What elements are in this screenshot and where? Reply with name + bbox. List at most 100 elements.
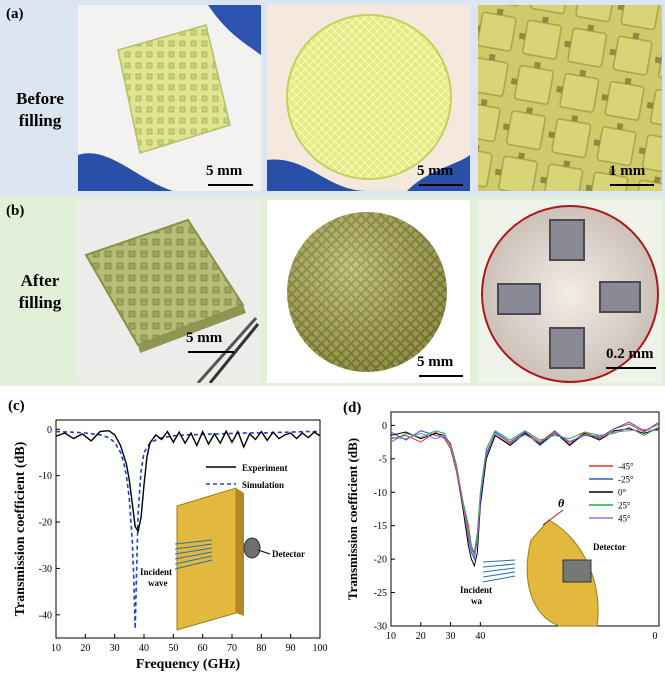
y-tick-label: -25 xyxy=(374,588,387,599)
y-tick-label: -30 xyxy=(39,564,52,575)
legend-label: 0° xyxy=(618,488,627,498)
photo-microscope-after: 0.2 mm xyxy=(478,200,662,383)
y-axis-label: Transmission coefficient (dB) xyxy=(13,441,28,616)
row-label-line2: filling xyxy=(18,111,62,130)
photo-microscope-before: 1 mm xyxy=(478,5,662,191)
x-tick-label-edge: 0 xyxy=(653,631,658,642)
legend-label: -45° xyxy=(618,462,634,472)
plot-frame xyxy=(55,419,321,639)
magnified-view-illustration xyxy=(481,205,659,383)
x-tick-label: 20 xyxy=(416,631,426,642)
incident-wave-line xyxy=(174,559,213,570)
incident-wave-line xyxy=(174,555,213,565)
detector-icon xyxy=(562,559,592,583)
incident-wave-line xyxy=(174,551,213,560)
incident-wave-line xyxy=(482,563,516,568)
panel-a-label: (a) xyxy=(6,6,24,22)
scale-bar xyxy=(208,184,253,186)
scale-bar xyxy=(610,184,654,186)
annotation-incident: Incident xyxy=(140,567,172,577)
chart-d: 10 20 30 40 0 -5 -10 -15 -20 -25 -30 (d) Transmissio… xyxy=(343,400,660,642)
y-tick-label: -10 xyxy=(374,488,387,499)
annotation-detector: Detector xyxy=(593,542,626,552)
cross-lattice-illustration xyxy=(478,5,662,191)
x-tick-label: 40 xyxy=(139,643,149,654)
inset-slab xyxy=(176,487,237,631)
x-tick-label: 60 xyxy=(198,643,208,654)
scale-label: 1 mm xyxy=(609,163,646,179)
legend-label-simulation: Simulation xyxy=(242,480,284,490)
scale-bar xyxy=(419,184,463,186)
incident-wave-line xyxy=(174,547,213,555)
x-tick-label: 70 xyxy=(227,643,237,654)
x-tick-label: 90 xyxy=(286,643,296,654)
incident-wave-line xyxy=(482,567,516,573)
row-label-line2: filling xyxy=(18,293,62,312)
x-tick-label: 40 xyxy=(475,631,485,642)
y-tick-label: -30 xyxy=(374,622,387,633)
panel-b-label: (b) xyxy=(6,203,25,219)
incident-wave-line xyxy=(482,575,516,583)
scale-bar xyxy=(606,367,656,369)
x-tick-label: 80 xyxy=(256,643,266,654)
x-tick-label: 100 xyxy=(313,643,328,654)
annotation-wave: wa xyxy=(471,596,482,606)
chart-c: 10 20 30 40 50 60 70 80 90 100 0 -10 -20 -30 -40 (c) Fre… xyxy=(8,398,328,672)
inset-slab-edge xyxy=(236,488,244,616)
y-tick-label: -15 xyxy=(374,521,387,532)
photo-flat-lattice-before: 5 mm xyxy=(78,5,261,191)
x-tick-label: 30 xyxy=(110,643,120,654)
x-tick-label: 20 xyxy=(80,643,90,654)
annotation-detector: Detector xyxy=(272,549,305,559)
scale-bar xyxy=(188,351,234,353)
y-tick-label: -5 xyxy=(379,454,387,465)
incident-wave-line xyxy=(174,539,213,545)
scale-bar xyxy=(419,375,463,377)
photo-flat-lattice-after: 5 mm xyxy=(78,200,261,383)
annotation-theta: θ xyxy=(558,496,565,510)
x-axis-label: Frequency (GHz) xyxy=(136,657,241,672)
detector-icon xyxy=(243,537,261,559)
y-tick-label: -10 xyxy=(39,471,52,482)
legend-label: -25° xyxy=(618,475,634,485)
x-tick-label: 50 xyxy=(168,643,178,654)
incident-wave-line xyxy=(482,571,516,578)
x-tick-label: 10 xyxy=(386,631,396,642)
y-axis-label: Transmission coefficient (dB) xyxy=(345,438,360,600)
legend-label-experiment: Experiment xyxy=(242,463,288,473)
angle-marker xyxy=(542,509,564,526)
annotation-incident: Incident xyxy=(460,585,492,595)
y-tick-label: 0 xyxy=(382,421,387,432)
panel-c-label: (c) xyxy=(8,398,25,414)
x-tick-label: 30 xyxy=(446,631,456,642)
series-angle xyxy=(390,428,660,558)
filled-lattice-illustration xyxy=(84,218,260,383)
row-label-line1: After xyxy=(20,271,60,290)
detector-pointer xyxy=(257,549,271,555)
photo-dome-after: 5 mm xyxy=(267,200,470,383)
panel-a-row-label: Before filling xyxy=(4,88,76,132)
panel-d-label: (d) xyxy=(343,400,361,416)
row-label-line1: Before xyxy=(16,89,64,108)
scale-label: 5 mm xyxy=(186,330,223,346)
y-tick-label: -20 xyxy=(39,518,52,529)
incident-wave-line xyxy=(482,559,516,563)
x-tick-label: 10 xyxy=(51,643,61,654)
legend-label: 25° xyxy=(618,501,631,511)
y-tick-label: -20 xyxy=(374,555,387,566)
scale-label: 5 mm xyxy=(206,163,243,179)
plot-frame xyxy=(390,411,660,627)
incident-wave-line xyxy=(174,543,213,550)
scale-label: 0.2 mm xyxy=(606,346,654,362)
series-experiment xyxy=(55,429,321,534)
flat-lattice-illustration xyxy=(78,5,261,191)
y-tick-label: 0 xyxy=(47,425,52,436)
annotation-wave: wave xyxy=(148,578,168,588)
series-simulation xyxy=(55,430,320,629)
scale-label: 5 mm xyxy=(417,354,454,370)
y-tick-label: -40 xyxy=(39,610,52,621)
legend-label: 45° xyxy=(618,514,631,524)
panel-b-row-label: After filling xyxy=(4,270,76,314)
scale-label: 5 mm xyxy=(417,163,454,179)
photo-dome-before: 5 mm xyxy=(267,5,470,191)
